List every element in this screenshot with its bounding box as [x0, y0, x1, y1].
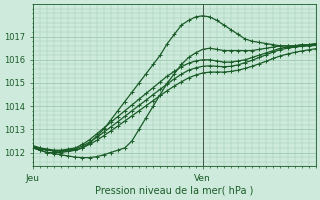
X-axis label: Pression niveau de la mer( hPa ): Pression niveau de la mer( hPa ) — [95, 186, 253, 196]
